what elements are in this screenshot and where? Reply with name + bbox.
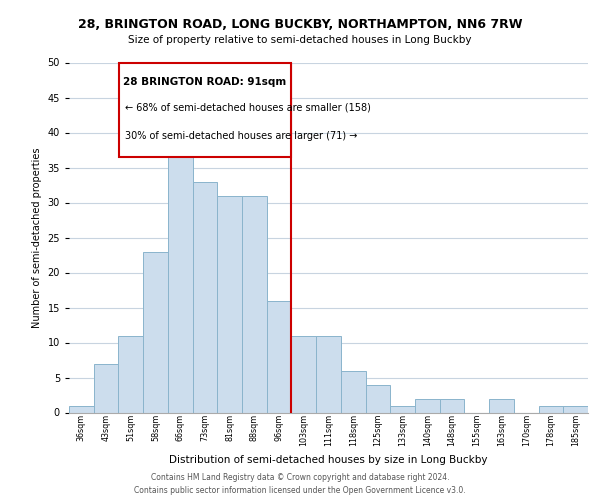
Bar (316, 336, 341, 412)
Bar (143, 252, 168, 412)
X-axis label: Distribution of semi-detached houses by size in Long Buckby: Distribution of semi-detached houses by … (169, 454, 488, 464)
Text: Contains HM Land Registry data © Crown copyright and database right 2024.
Contai: Contains HM Land Registry data © Crown c… (134, 473, 466, 495)
Bar (563, 406, 588, 412)
Y-axis label: Number of semi-detached properties: Number of semi-detached properties (32, 147, 42, 328)
Bar (94, 364, 118, 412)
Text: 30% of semi-detached houses are larger (71) →: 30% of semi-detached houses are larger (… (125, 131, 358, 141)
Bar (242, 196, 267, 412)
Bar (267, 300, 292, 412)
Bar (217, 196, 242, 412)
Bar (69, 406, 94, 412)
Bar (415, 398, 440, 412)
Bar (539, 406, 563, 412)
Text: 28, BRINGTON ROAD, LONG BUCKBY, NORTHAMPTON, NN6 7RW: 28, BRINGTON ROAD, LONG BUCKBY, NORTHAMP… (78, 18, 522, 30)
Bar (440, 398, 464, 412)
Bar (341, 370, 365, 412)
Bar (292, 336, 316, 412)
Bar (365, 384, 390, 412)
Bar (119, 62, 291, 157)
Bar (193, 182, 217, 412)
Text: 28 BRINGTON ROAD: 91sqm: 28 BRINGTON ROAD: 91sqm (124, 77, 287, 87)
Bar (489, 398, 514, 412)
Text: Size of property relative to semi-detached houses in Long Buckby: Size of property relative to semi-detach… (128, 35, 472, 45)
Bar (390, 406, 415, 412)
Text: ← 68% of semi-detached houses are smaller (158): ← 68% of semi-detached houses are smalle… (125, 103, 371, 113)
Bar (168, 126, 193, 412)
Bar (118, 336, 143, 412)
